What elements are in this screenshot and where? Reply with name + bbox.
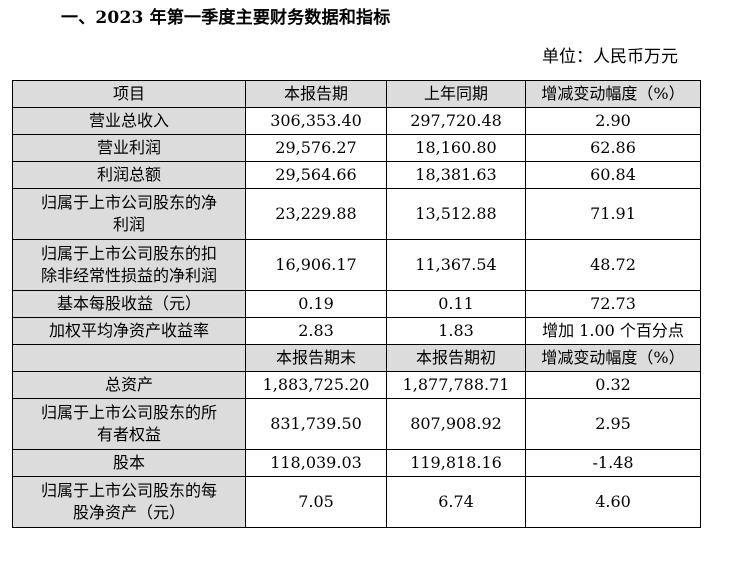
table-subheader-row: 本报告期末 本报告期初 增减变动幅度（%） (12, 344, 701, 372)
table-row: 股本 118,039.03 119,818.16 -1.48 (12, 449, 701, 477)
current-value-cell: 7.05 (245, 476, 387, 528)
change-value-cell: -1.48 (525, 449, 701, 477)
table-row: 营业利润 29,576.27 18,160.80 62.86 (12, 134, 701, 162)
row-label-line: 归属于上市公司股东的每 (40, 481, 217, 500)
change-value-cell: 0.32 (525, 371, 701, 399)
header-cell: 本报告期末 (245, 344, 387, 372)
row-label-cell: 归属于上市公司股东的所 有者权益 (12, 398, 246, 450)
change-value-cell: 71.91 (525, 188, 701, 240)
row-label-line: 基本每股收益（元） (56, 294, 201, 313)
current-value-cell: 831,739.50 (245, 398, 387, 450)
row-label-line: 利润 (112, 215, 145, 234)
table-row: 归属于上市公司股东的每 股净资产（元） 7.05 6.74 4.60 (12, 476, 701, 528)
table-row: 归属于上市公司股东的净 利润 23,229.88 13,512.88 71.91 (12, 188, 701, 240)
current-value-cell: 306,353.40 (245, 107, 387, 135)
header-cell: 本报告期初 (386, 344, 526, 372)
prior-value-cell: 0.11 (386, 290, 526, 318)
prior-value-cell: 18,381.63 (386, 161, 526, 189)
row-label-line: 营业利润 (96, 138, 161, 157)
row-label-cell: 归属于上市公司股东的每 股净资产（元） (12, 476, 246, 528)
prior-value-cell: 807,908.92 (386, 398, 526, 450)
current-value-cell: 2.83 (245, 317, 387, 345)
change-value-cell: 2.90 (525, 107, 701, 135)
row-label-line: 归属于上市公司股东的所 (40, 403, 217, 422)
table-row: 利润总额 29,564.66 18,381.63 60.84 (12, 161, 701, 189)
current-value-cell: 29,564.66 (245, 161, 387, 189)
current-value-cell: 118,039.03 (245, 449, 387, 477)
current-value-cell: 29,576.27 (245, 134, 387, 162)
prior-value-cell: 1,877,788.71 (386, 371, 526, 399)
row-label-line: 除非经常性损益的净利润 (40, 266, 217, 285)
header-cell: 上年同期 (386, 80, 526, 108)
row-label-line: 总资产 (104, 375, 153, 394)
header-cell: 本报告期 (245, 80, 387, 108)
table-row: 归属于上市公司股东的所 有者权益 831,739.50 807,908.92 2.95 (12, 398, 701, 450)
change-value-cell: 48.72 (525, 239, 701, 291)
row-label-cell: 营业利润 (12, 134, 246, 162)
table-row: 归属于上市公司股东的扣 除非经常性损益的净利润 16,906.17 11,367.54… (12, 239, 701, 291)
row-label-line: 股本 (112, 453, 145, 472)
row-label-line: 利润总额 (96, 165, 161, 184)
row-label-cell: 总资产 (12, 371, 246, 399)
prior-value-cell: 119,818.16 (386, 449, 526, 477)
table-row: 营业总收入 306,353.40 297,720.48 2.90 (12, 107, 701, 135)
current-value-cell: 16,906.17 (245, 239, 387, 291)
row-label-line: 营业总收入 (88, 111, 169, 130)
row-label-cell: 基本每股收益（元） (12, 290, 246, 318)
prior-value-cell: 297,720.48 (386, 107, 526, 135)
row-label-cell: 股本 (12, 449, 246, 477)
change-value-cell: 2.95 (525, 398, 701, 450)
row-label-line: 加权平均净资产收益率 (48, 321, 209, 340)
section-heading: 一、2023 年第一季度主要财务数据和指标 (61, 8, 391, 28)
row-label-cell: 加权平均净资产收益率 (12, 317, 246, 345)
row-label-line: 有者权益 (96, 425, 161, 444)
row-label-cell: 利润总额 (12, 161, 246, 189)
row-label-line: 归属于上市公司股东的净 (40, 193, 217, 212)
header-cell (12, 344, 246, 372)
header-cell: 增减变动幅度（%） (525, 80, 701, 108)
table-row: 总资产 1,883,725.20 1,877,788.71 0.32 (12, 371, 701, 399)
prior-value-cell: 1.83 (386, 317, 526, 345)
table-row: 基本每股收益（元） 0.19 0.11 72.73 (12, 290, 701, 318)
table-header-row: 项目 本报告期 上年同期 增减变动幅度（%） (12, 80, 701, 108)
prior-value-cell: 6.74 (386, 476, 526, 528)
change-value-cell: 62.86 (525, 134, 701, 162)
prior-value-cell: 13,512.88 (386, 188, 526, 240)
row-label-cell: 归属于上市公司股东的净 利润 (12, 188, 246, 240)
header-cell: 增减变动幅度（%） (525, 344, 701, 372)
change-value-cell: 60.84 (525, 161, 701, 189)
change-value-cell: 72.73 (525, 290, 701, 318)
row-label-cell: 归属于上市公司股东的扣 除非经常性损益的净利润 (12, 239, 246, 291)
header-cell: 项目 (12, 80, 246, 108)
row-label-line: 归属于上市公司股东的扣 (40, 244, 217, 263)
row-label-cell: 营业总收入 (12, 107, 246, 135)
table-row: 加权平均净资产收益率 2.83 1.83 增加 1.00 个百分点 (12, 317, 701, 345)
prior-value-cell: 11,367.54 (386, 239, 526, 291)
change-value-cell: 增加 1.00 个百分点 (525, 317, 701, 345)
current-value-cell: 1,883,725.20 (245, 371, 387, 399)
financial-data-table: 项目 本报告期 上年同期 增减变动幅度（%） 营业总收入 306,353.40 297,72… (12, 80, 701, 528)
current-value-cell: 0.19 (245, 290, 387, 318)
prior-value-cell: 18,160.80 (386, 134, 526, 162)
row-label-line: 股净资产（元） (72, 503, 185, 522)
current-value-cell: 23,229.88 (245, 188, 387, 240)
unit-note: 单位：人民币万元 (542, 47, 678, 67)
change-value-cell: 4.60 (525, 476, 701, 528)
